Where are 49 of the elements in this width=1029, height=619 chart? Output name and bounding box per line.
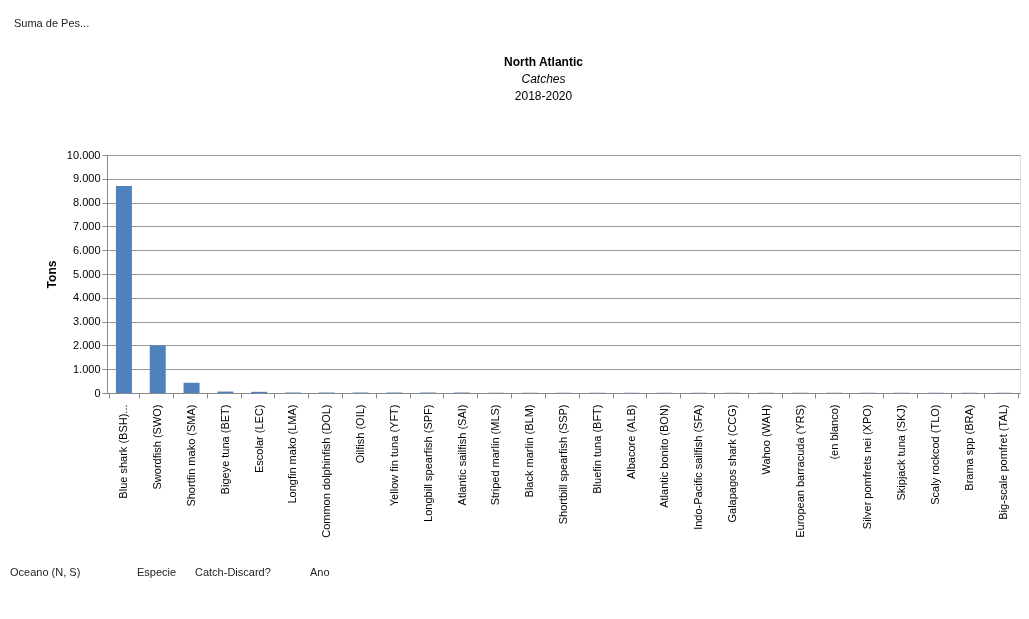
x-tick-label: Bluefin tuna (BFT) (590, 404, 603, 494)
chart-title: North Atlantic (504, 55, 584, 69)
y-tick-label: 9.000 (72, 172, 101, 185)
text: Oceano (N, S) (10, 566, 81, 578)
x-tick-label: Shortfin mako (SMA) (185, 404, 198, 507)
y-tick-label: 5.000 (72, 267, 101, 280)
bar (183, 382, 200, 393)
x-tick-label: Wahoo (WAH) (759, 404, 772, 475)
bar (115, 185, 132, 393)
y-tick-label: 6.000 (72, 243, 101, 256)
x-tick-label: (en blanco) (827, 404, 840, 460)
x-tick-label: Shortbill spearfish (SSP) (557, 404, 569, 525)
x-tick-label: Escolar (LEC) (252, 404, 265, 473)
x-tick-label: Oilfish (OIL) (354, 404, 367, 464)
y-tick-label: 1.000 (72, 362, 101, 375)
y-tick-label: 10.000 (66, 148, 101, 161)
text: Catch-Discard? (195, 566, 271, 578)
x-tick-label: Atlantic bonito (BON) (658, 404, 671, 508)
y-tick-label: 3.000 (72, 315, 101, 328)
chart-subtitle: Catches 2018-2020 (514, 72, 573, 103)
y-tick-label: 4.000 (72, 291, 101, 304)
y-tick-label: 7.000 (72, 219, 101, 232)
x-tick-label: Longfin mako (LMA) (286, 404, 299, 504)
x-tick-label: Skipjack tuna (SKJ) (895, 404, 908, 501)
y-tick-label: 2.000 (72, 338, 101, 351)
x-tick-label: Yellow fin tuna (YFT) (387, 404, 400, 507)
text: Ano (310, 566, 330, 578)
x-tick-label: Brama spp (BRA) (962, 404, 975, 491)
x-tick-label: Bigeye tuna (BET) (218, 404, 231, 495)
y-tick-label: 0 (94, 386, 101, 399)
x-tick-label: Blue shark (BSH)... (117, 404, 130, 499)
x-tick-label: Striped marlin (MLS) (489, 404, 502, 506)
y-axis-title: Tons (44, 260, 59, 289)
x-tick-label: Swordfish (SWO) (151, 404, 164, 490)
x-tick-label: European barracuda (YRS) (793, 404, 806, 538)
x-tick-label: Black marlin (BLM) (523, 404, 536, 498)
bar (149, 345, 166, 393)
text: Suma de Pes... (14, 17, 90, 29)
x-tick-label: Longbill spearfish (SPF) (421, 404, 434, 522)
x-tick-label: Indo-Pacific sailfish (SFA) (692, 404, 705, 530)
text: Especie (137, 566, 177, 578)
x-tick-label: Scaly rockcod (TLO) (928, 404, 941, 505)
x-tick-label: Big-scale pomfret (TAL) (996, 404, 1009, 520)
x-tick-label: Albacore (ALB) (624, 404, 637, 480)
x-tick-label: Common dolphinfish (DOL) (320, 404, 333, 538)
x-tick-label: Atlantic sailfish (SAI) (455, 404, 468, 506)
x-tick-label: Silver pomfrets nei (XPO) (861, 404, 874, 530)
y-tick-label: 8.000 (72, 196, 101, 209)
x-tick-label: Galapagos shark (CCG) (726, 404, 739, 523)
